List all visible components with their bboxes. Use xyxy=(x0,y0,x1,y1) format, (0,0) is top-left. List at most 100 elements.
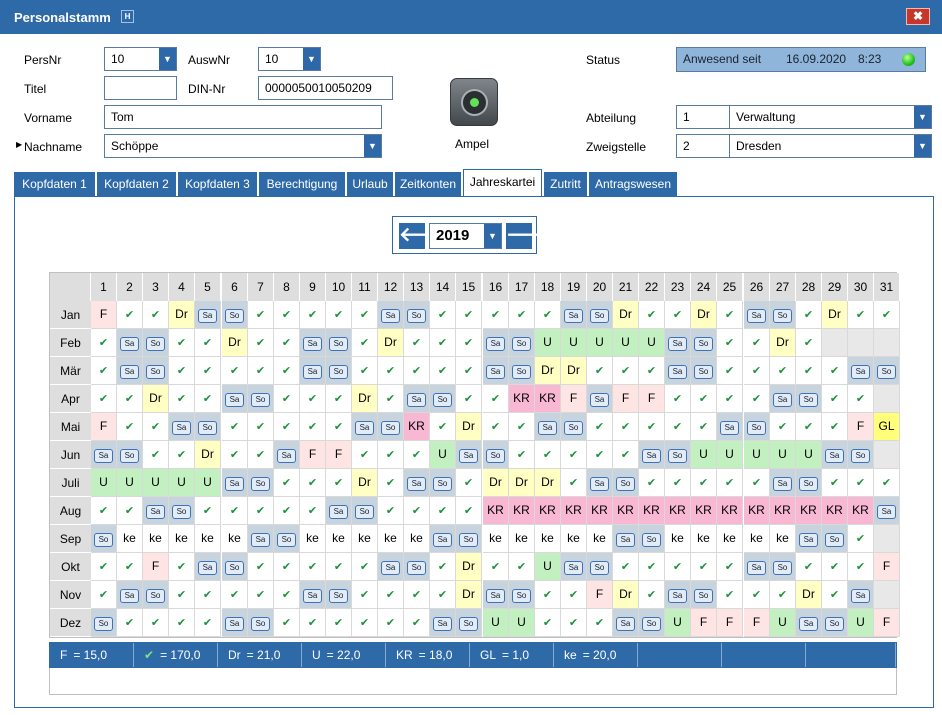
day-cell[interactable]: ✔ xyxy=(717,553,743,581)
day-cell[interactable]: Sa xyxy=(326,497,352,525)
day-cell[interactable]: KR xyxy=(691,497,717,525)
day-cell[interactable]: ✔ xyxy=(717,357,743,385)
day-cell[interactable]: So xyxy=(796,385,822,413)
day-cell[interactable]: ✔ xyxy=(796,553,822,581)
day-cell[interactable]: ✔ xyxy=(587,413,613,441)
day-cell[interactable]: ke xyxy=(169,525,195,553)
day-cell[interactable]: F xyxy=(561,385,587,413)
day-cell[interactable]: KR xyxy=(639,497,665,525)
day-cell[interactable]: ✔ xyxy=(274,301,300,329)
day-cell[interactable]: Dr xyxy=(169,301,195,329)
day-cell[interactable]: Sa xyxy=(848,581,874,609)
tab-kopfdaten-3[interactable]: Kopfdaten 3 xyxy=(178,172,257,196)
day-cell[interactable]: ✔ xyxy=(352,329,378,357)
day-cell[interactable]: ✔ xyxy=(378,385,404,413)
day-cell[interactable]: KR xyxy=(665,497,691,525)
day-cell[interactable]: F xyxy=(143,553,169,581)
day-cell[interactable]: So xyxy=(691,357,717,385)
day-cell[interactable]: ✔ xyxy=(169,329,195,357)
day-cell[interactable]: ✔ xyxy=(378,609,404,637)
day-cell[interactable]: Dr xyxy=(770,329,796,357)
day-cell[interactable]: ✔ xyxy=(91,497,117,525)
dinnr-input[interactable]: 0000050010050209 xyxy=(258,76,393,100)
day-cell[interactable]: ✔ xyxy=(535,581,561,609)
day-cell[interactable]: ✔ xyxy=(430,497,456,525)
day-cell[interactable]: ✔ xyxy=(248,413,274,441)
day-cell[interactable]: ✔ xyxy=(248,329,274,357)
day-cell[interactable]: ✔ xyxy=(274,413,300,441)
close-button[interactable]: ✖ xyxy=(906,8,930,25)
day-cell[interactable]: ✔ xyxy=(352,357,378,385)
day-cell[interactable]: ✔ xyxy=(117,609,143,637)
day-cell[interactable]: ✔ xyxy=(430,413,456,441)
day-cell[interactable]: ke xyxy=(326,525,352,553)
day-cell[interactable]: So xyxy=(248,609,274,637)
day-cell[interactable]: ✔ xyxy=(822,385,848,413)
day-cell[interactable]: ✔ xyxy=(378,357,404,385)
day-cell[interactable]: ✔ xyxy=(665,553,691,581)
day-cell[interactable]: ✔ xyxy=(509,413,535,441)
day-cell[interactable]: ✔ xyxy=(222,497,248,525)
day-cell[interactable]: ✔ xyxy=(326,385,352,413)
day-cell[interactable]: So xyxy=(352,497,378,525)
day-cell[interactable]: Sa xyxy=(222,609,248,637)
day-cell[interactable]: U xyxy=(91,469,117,497)
day-cell[interactable]: Sa xyxy=(117,357,143,385)
day-cell[interactable]: Dr xyxy=(509,469,535,497)
day-cell[interactable]: So xyxy=(639,609,665,637)
day-cell[interactable]: Dr xyxy=(613,301,639,329)
day-cell[interactable]: Dr xyxy=(352,469,378,497)
day-cell[interactable]: ✔ xyxy=(169,553,195,581)
day-cell[interactable]: Dr xyxy=(535,469,561,497)
day-cell[interactable]: ✔ xyxy=(195,357,221,385)
day-cell[interactable]: U xyxy=(717,441,743,469)
day-cell[interactable]: KR xyxy=(483,497,509,525)
day-cell[interactable]: KR xyxy=(848,497,874,525)
day-cell[interactable]: So xyxy=(509,581,535,609)
day-cell[interactable]: Sa xyxy=(404,385,430,413)
day-cell[interactable]: ✔ xyxy=(91,553,117,581)
day-cell[interactable]: ✔ xyxy=(274,329,300,357)
day-cell[interactable]: ✔ xyxy=(665,301,691,329)
zweigstelle-nr-field[interactable]: 2 xyxy=(676,134,730,158)
day-cell[interactable]: ✔ xyxy=(639,469,665,497)
day-cell[interactable]: F xyxy=(874,609,900,637)
day-cell[interactable]: ✔ xyxy=(561,581,587,609)
day-cell[interactable]: So xyxy=(665,441,691,469)
day-cell[interactable]: ✔ xyxy=(796,329,822,357)
day-cell[interactable]: ✔ xyxy=(117,497,143,525)
day-cell[interactable]: ✔ xyxy=(639,553,665,581)
day-cell[interactable]: ✔ xyxy=(822,413,848,441)
day-cell[interactable]: Dr xyxy=(613,581,639,609)
day-cell[interactable]: Dr xyxy=(796,581,822,609)
day-cell[interactable]: U xyxy=(691,441,717,469)
day-cell[interactable]: So xyxy=(274,525,300,553)
day-cell[interactable]: Sa xyxy=(717,413,743,441)
day-cell[interactable]: Sa xyxy=(300,329,326,357)
day-cell[interactable]: So xyxy=(326,329,352,357)
zweigstelle-select[interactable]: Dresden ▼ xyxy=(729,134,932,158)
day-cell[interactable]: So xyxy=(561,413,587,441)
day-cell[interactable]: Sa xyxy=(378,301,404,329)
titel-input[interactable] xyxy=(104,76,177,100)
day-cell[interactable]: U xyxy=(848,609,874,637)
day-cell[interactable]: ✔ xyxy=(117,553,143,581)
tab-jahreskartei[interactable]: Jahreskartei xyxy=(463,169,542,197)
day-cell[interactable]: KR xyxy=(613,497,639,525)
day-cell[interactable]: ✔ xyxy=(509,301,535,329)
day-cell[interactable]: ✔ xyxy=(848,553,874,581)
day-cell[interactable]: ✔ xyxy=(822,357,848,385)
day-cell[interactable]: ke xyxy=(483,525,509,553)
day-cell[interactable]: ✔ xyxy=(195,497,221,525)
day-cell[interactable]: Sa xyxy=(143,497,169,525)
day-cell[interactable]: ✔ xyxy=(848,385,874,413)
day-cell[interactable]: F xyxy=(91,413,117,441)
ampel-button[interactable] xyxy=(450,78,498,126)
day-cell[interactable]: ✔ xyxy=(117,413,143,441)
day-cell[interactable]: KR xyxy=(509,385,535,413)
day-cell[interactable]: ✔ xyxy=(143,413,169,441)
day-cell[interactable]: ✔ xyxy=(613,553,639,581)
day-cell[interactable]: So xyxy=(770,301,796,329)
day-cell[interactable]: U xyxy=(509,609,535,637)
day-cell[interactable]: So xyxy=(691,329,717,357)
